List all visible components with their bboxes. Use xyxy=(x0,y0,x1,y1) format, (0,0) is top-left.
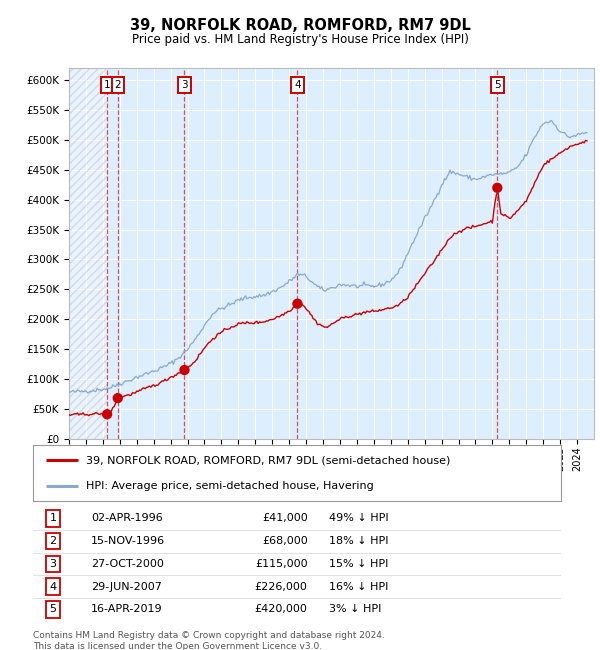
Text: 4: 4 xyxy=(294,80,301,90)
Text: 27-OCT-2000: 27-OCT-2000 xyxy=(91,559,164,569)
Text: 15% ↓ HPI: 15% ↓ HPI xyxy=(329,559,388,569)
Point xyxy=(103,409,112,419)
Text: 3% ↓ HPI: 3% ↓ HPI xyxy=(329,604,381,614)
Text: This data is licensed under the Open Government Licence v3.0.: This data is licensed under the Open Gov… xyxy=(33,642,322,650)
Text: 18% ↓ HPI: 18% ↓ HPI xyxy=(329,536,388,546)
Text: £68,000: £68,000 xyxy=(262,536,308,546)
Point xyxy=(293,298,302,309)
Text: 49% ↓ HPI: 49% ↓ HPI xyxy=(329,514,388,523)
Text: Price paid vs. HM Land Registry's House Price Index (HPI): Price paid vs. HM Land Registry's House … xyxy=(131,32,469,46)
Text: £115,000: £115,000 xyxy=(255,559,308,569)
Text: 3: 3 xyxy=(181,80,188,90)
Point xyxy=(493,183,502,193)
Text: 5: 5 xyxy=(50,604,56,614)
Text: 2: 2 xyxy=(50,536,56,546)
Text: 02-APR-1996: 02-APR-1996 xyxy=(91,514,163,523)
Text: £226,000: £226,000 xyxy=(254,582,308,592)
Text: 39, NORFOLK ROAD, ROMFORD, RM7 9DL (semi-detached house): 39, NORFOLK ROAD, ROMFORD, RM7 9DL (semi… xyxy=(86,455,450,465)
Text: 39, NORFOLK ROAD, ROMFORD, RM7 9DL: 39, NORFOLK ROAD, ROMFORD, RM7 9DL xyxy=(130,18,470,33)
Text: 1: 1 xyxy=(50,514,56,523)
Text: 15-NOV-1996: 15-NOV-1996 xyxy=(91,536,165,546)
Text: Contains HM Land Registry data © Crown copyright and database right 2024.: Contains HM Land Registry data © Crown c… xyxy=(33,630,385,640)
Text: 2: 2 xyxy=(115,80,121,90)
Text: £41,000: £41,000 xyxy=(262,514,308,523)
Text: 3: 3 xyxy=(50,559,56,569)
Point xyxy=(179,365,189,375)
Text: £420,000: £420,000 xyxy=(254,604,308,614)
Text: 29-JUN-2007: 29-JUN-2007 xyxy=(91,582,162,592)
Text: HPI: Average price, semi-detached house, Havering: HPI: Average price, semi-detached house,… xyxy=(86,480,374,491)
Point xyxy=(113,393,122,403)
Text: 5: 5 xyxy=(494,80,500,90)
Bar xyxy=(69,68,107,439)
Text: 1: 1 xyxy=(104,80,110,90)
Text: 16% ↓ HPI: 16% ↓ HPI xyxy=(329,582,388,592)
Text: 16-APR-2019: 16-APR-2019 xyxy=(91,604,163,614)
Text: 4: 4 xyxy=(50,582,56,592)
